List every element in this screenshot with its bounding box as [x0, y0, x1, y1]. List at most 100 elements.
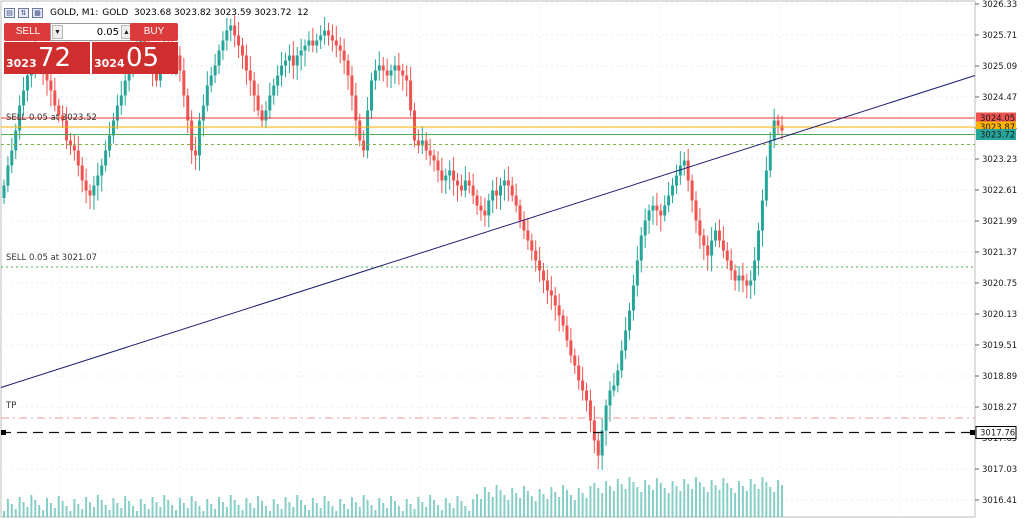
candle-body: [393, 65, 397, 71]
candle-body: [291, 55, 295, 66]
depth-of-market-icon[interactable]: ▤: [4, 8, 15, 18]
volume-bar: [777, 480, 780, 517]
order-label-sell-1: SELL 0.05 at 3023.52: [6, 113, 97, 123]
volume-bar: [612, 491, 615, 517]
candle-body: [639, 235, 643, 261]
candle-body: [80, 165, 84, 181]
volume-bar: [221, 502, 224, 517]
volume-bar: [347, 509, 350, 517]
volume-bar: [14, 509, 17, 517]
candle-body: [119, 95, 123, 106]
volume-bar: [671, 481, 674, 517]
volume-bar: [315, 503, 318, 517]
candle-body: [585, 390, 589, 401]
volume-bar: [499, 490, 502, 517]
volume-bar: [10, 504, 13, 517]
candle-body: [714, 230, 718, 241]
volume-bar: [624, 489, 627, 517]
candle-body: [369, 80, 373, 111]
volume-bar: [456, 496, 459, 517]
volume-bar: [264, 506, 267, 517]
candle-body: [757, 230, 761, 261]
volume-bar: [495, 485, 498, 517]
volume-bar: [296, 495, 299, 517]
candle-body: [416, 140, 420, 146]
volume-bar: [335, 511, 338, 517]
candle-body: [502, 180, 506, 186]
lot-size-input[interactable]: [65, 24, 121, 42]
volume-bar: [468, 511, 471, 517]
volume-bar: [542, 494, 545, 517]
volume-bar: [190, 496, 193, 517]
candle-body: [561, 315, 565, 326]
volume-bar: [573, 500, 576, 517]
candle-body: [276, 75, 280, 86]
volume-bar: [288, 502, 291, 517]
candle-body: [569, 340, 573, 356]
volume-bar: [448, 503, 451, 517]
axis-tick-label: 3018.89: [982, 372, 1017, 382]
volume-bar: [593, 483, 596, 517]
axis-tick-label: 3019.51: [982, 341, 1017, 351]
candle-body: [717, 230, 721, 241]
trendline[interactable]: [0, 75, 976, 388]
candle-body: [479, 205, 483, 211]
candle-body: [721, 240, 725, 251]
candle-body: [338, 45, 342, 51]
axis-tick-label: 3021.99: [982, 217, 1017, 227]
volume-bar: [202, 511, 205, 517]
candle-body: [346, 60, 350, 76]
volume-bar: [214, 509, 217, 517]
candle-body: [405, 75, 409, 81]
lot-size-box: ▼ ▲: [50, 23, 134, 42]
candle-body: [772, 120, 776, 141]
bid-price-tag-bg: [976, 129, 1016, 140]
volume-bar: [648, 485, 651, 517]
volume-bar: [292, 507, 295, 517]
lot-decrease-icon[interactable]: ▼: [52, 25, 63, 39]
volume-bar: [730, 488, 733, 517]
volume-bar: [89, 502, 92, 517]
candle-body: [115, 105, 119, 121]
volume-bars: [3, 477, 783, 517]
candle-body: [702, 235, 706, 246]
volume-bar: [644, 480, 647, 517]
volume-bar: [327, 501, 330, 517]
volume-bar: [718, 490, 721, 517]
volume-bar: [311, 498, 314, 517]
candle-body: [100, 165, 104, 176]
candle-body: [678, 165, 682, 176]
candle-body: [534, 250, 538, 261]
axis-tick-label: 3024.47: [982, 93, 1017, 103]
candle-body: [530, 240, 534, 251]
buy-price-box[interactable]: 3024 05: [92, 42, 178, 74]
chart-settings-icon[interactable]: ▦: [32, 8, 43, 18]
volume-bar: [522, 486, 525, 517]
sell-price-prefix: 3023: [6, 57, 37, 70]
volume-bar: [233, 500, 236, 517]
candle-body: [373, 70, 377, 81]
candle-body: [233, 25, 237, 36]
buy-button[interactable]: BUY: [130, 23, 178, 41]
volume-bar: [577, 488, 580, 517]
candle-body: [487, 200, 491, 216]
candle-body: [682, 160, 686, 166]
volume-bar: [655, 478, 658, 517]
volume-bar: [476, 494, 479, 517]
candle-body: [377, 65, 381, 71]
one-click-trading-icon[interactable]: ⇅: [18, 8, 29, 18]
order-price-tag: 3023.87: [980, 123, 1015, 133]
candle-body: [10, 150, 14, 166]
sell-price-box[interactable]: 3023 72: [4, 42, 90, 74]
candle-body: [526, 230, 530, 241]
volume-bar: [694, 477, 697, 517]
volume-bar: [69, 511, 72, 517]
volume-bar: [261, 501, 264, 517]
sell-button[interactable]: SELL: [4, 23, 52, 41]
volume-bar: [370, 505, 373, 517]
candle-body: [330, 35, 334, 41]
candle-body: [753, 260, 757, 281]
candle-body: [596, 440, 600, 456]
candle-body: [2, 185, 6, 198]
